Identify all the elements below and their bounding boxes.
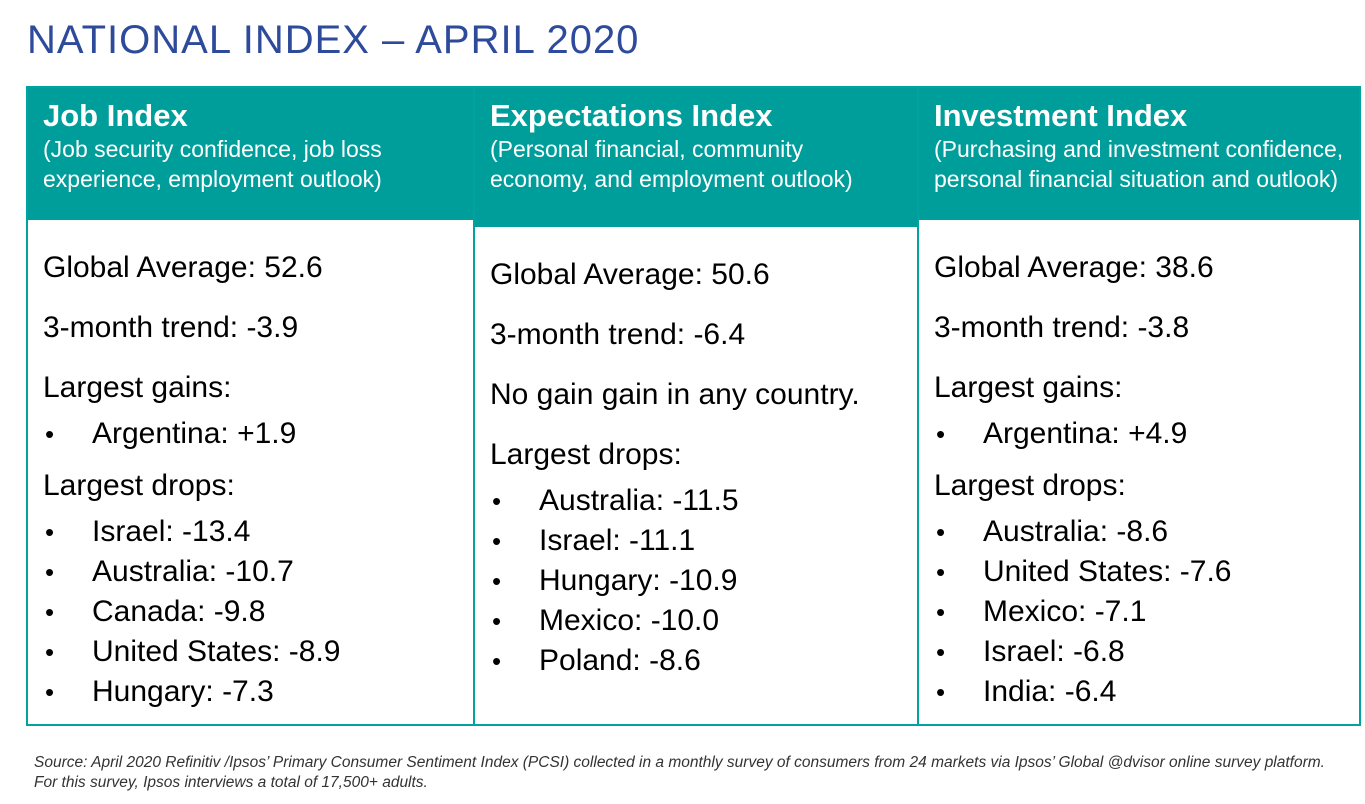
list-item: • Hungary: -10.9	[490, 561, 909, 601]
list-item-text: Hungary: -10.9	[539, 564, 738, 597]
bullet: •	[45, 517, 55, 547]
bullet: •	[45, 677, 55, 707]
expectations-index-header: Expectations Index (Personal financial, …	[475, 88, 917, 229]
list-item-text: Mexico: -7.1	[983, 595, 1147, 628]
list-item-text: Israel: -11.1	[539, 524, 696, 557]
investment-index-column: Investment Index (Purchasing and investm…	[917, 88, 1359, 724]
page-title: NATIONAL INDEX – APRIL 2020	[27, 18, 640, 62]
expectations-index-column: Expectations Index (Personal financial, …	[473, 88, 917, 724]
list-item-text: Mexico: -10.0	[539, 604, 720, 637]
job-gains-label: Largest gains:	[43, 371, 232, 404]
list-item-text: Argentina: +1.9	[92, 417, 297, 450]
bullet: •	[45, 419, 55, 449]
expectations-global-average: Global Average: 50.6	[490, 258, 770, 291]
list-item: • United States: -7.6	[934, 552, 1351, 592]
job-gains-list: • Argentina: +1.9	[43, 414, 465, 454]
bullet: •	[45, 597, 55, 627]
job-index-header: Job Index (Job security confidence, job …	[28, 88, 473, 222]
list-item: • Israel: -11.1	[490, 521, 909, 561]
list-item: • Mexico: -7.1	[934, 592, 1351, 632]
bullet: •	[492, 646, 502, 676]
investment-index-header: Investment Index (Purchasing and investm…	[919, 88, 1359, 222]
investment-gains-list: • Argentina: +4.9	[934, 414, 1351, 454]
list-item: • Poland: -8.6	[490, 641, 909, 681]
list-item: • Australia: -10.7	[43, 552, 465, 592]
list-item-text: Poland: -8.6	[539, 644, 701, 677]
investment-drops-label: Largest drops:	[934, 469, 1126, 502]
bullet: •	[492, 606, 502, 636]
list-item: • Canada: -9.8	[43, 592, 465, 632]
list-item: • United States: -8.9	[43, 632, 465, 672]
list-item: • Mexico: -10.0	[490, 601, 909, 641]
bullet: •	[936, 517, 946, 547]
list-item-text: United States: -8.9	[92, 635, 341, 668]
index-table: Job Index (Job security confidence, job …	[26, 86, 1361, 726]
list-item-text: India: -6.4	[983, 675, 1117, 708]
job-index-title: Job Index	[43, 98, 188, 133]
list-item-text: Australia: -11.5	[539, 484, 739, 517]
expectations-no-gain-note: No gain gain in any country.	[490, 378, 860, 411]
bullet: •	[492, 566, 502, 596]
investment-gains-label: Largest gains:	[934, 371, 1123, 404]
bullet: •	[936, 419, 946, 449]
job-global-average: Global Average: 52.6	[43, 251, 323, 284]
bullet: •	[936, 637, 946, 667]
list-item: • India: -6.4	[934, 672, 1351, 712]
list-item: • Australia: -8.6	[934, 512, 1351, 552]
list-item: • Australia: -11.5	[490, 481, 909, 521]
list-item-text: Argentina: +4.9	[983, 417, 1188, 450]
expectations-trend: 3-month trend: -6.4	[490, 318, 746, 351]
bullet: •	[45, 557, 55, 587]
investment-index-title: Investment Index	[934, 98, 1188, 133]
list-item-text: United States: -7.6	[983, 555, 1232, 588]
expectations-index-title: Expectations Index	[490, 98, 773, 133]
expectations-drops-list: • Australia: -11.5 • Israel: -11.1 • Hungar…	[490, 481, 909, 681]
job-index-description: (Job security confidence, job loss exper…	[43, 136, 382, 192]
list-item: • Israel: -6.8	[934, 632, 1351, 672]
investment-index-body: Global Average: 38.6 3-month trend: -3.8…	[919, 222, 1359, 724]
job-trend: 3-month trend: -3.9	[43, 311, 299, 344]
list-item-text: Hungary: -7.3	[92, 675, 274, 708]
bullet: •	[45, 637, 55, 667]
bullet: •	[936, 677, 946, 707]
list-item-text: Canada: -9.8	[92, 595, 266, 628]
list-item-text: Australia: -8.6	[983, 515, 1169, 548]
investment-global-average: Global Average: 38.6	[934, 251, 1214, 284]
bullet: •	[492, 486, 502, 516]
bullet: •	[492, 526, 502, 556]
list-item-text: Australia: -10.7	[92, 555, 294, 588]
investment-drops-list: • Australia: -8.6 • United States: -7.6 • M…	[934, 512, 1351, 712]
job-drops-list: • Israel: -13.4 • Australia: -10.7 • Canada…	[43, 512, 465, 712]
list-item: • Israel: -13.4	[43, 512, 465, 552]
investment-index-description: (Purchasing and investment confidence, p…	[934, 136, 1344, 192]
bullet: •	[936, 597, 946, 627]
expectations-index-description: (Personal financial, community economy, …	[490, 136, 853, 192]
expectations-drops-label: Largest drops:	[490, 438, 682, 471]
list-item-text: Israel: -6.8	[983, 635, 1125, 668]
job-index-body: Global Average: 52.6 3-month trend: -3.9…	[28, 222, 473, 724]
list-item-text: Israel: -13.4	[92, 515, 251, 548]
list-item: • Argentina: +4.9	[934, 414, 1351, 454]
expectations-index-body: Global Average: 50.6 3-month trend: -6.4…	[475, 229, 917, 724]
bullet: •	[936, 557, 946, 587]
list-item: • Argentina: +1.9	[43, 414, 465, 454]
source-note: Source: April 2020 Refinitiv /Ipsos’ Pri…	[34, 754, 1325, 791]
investment-trend: 3-month trend: -3.8	[934, 311, 1190, 344]
job-drops-label: Largest drops:	[43, 469, 235, 502]
list-item: • Hungary: -7.3	[43, 672, 465, 712]
job-index-column: Job Index (Job security confidence, job …	[28, 88, 473, 724]
